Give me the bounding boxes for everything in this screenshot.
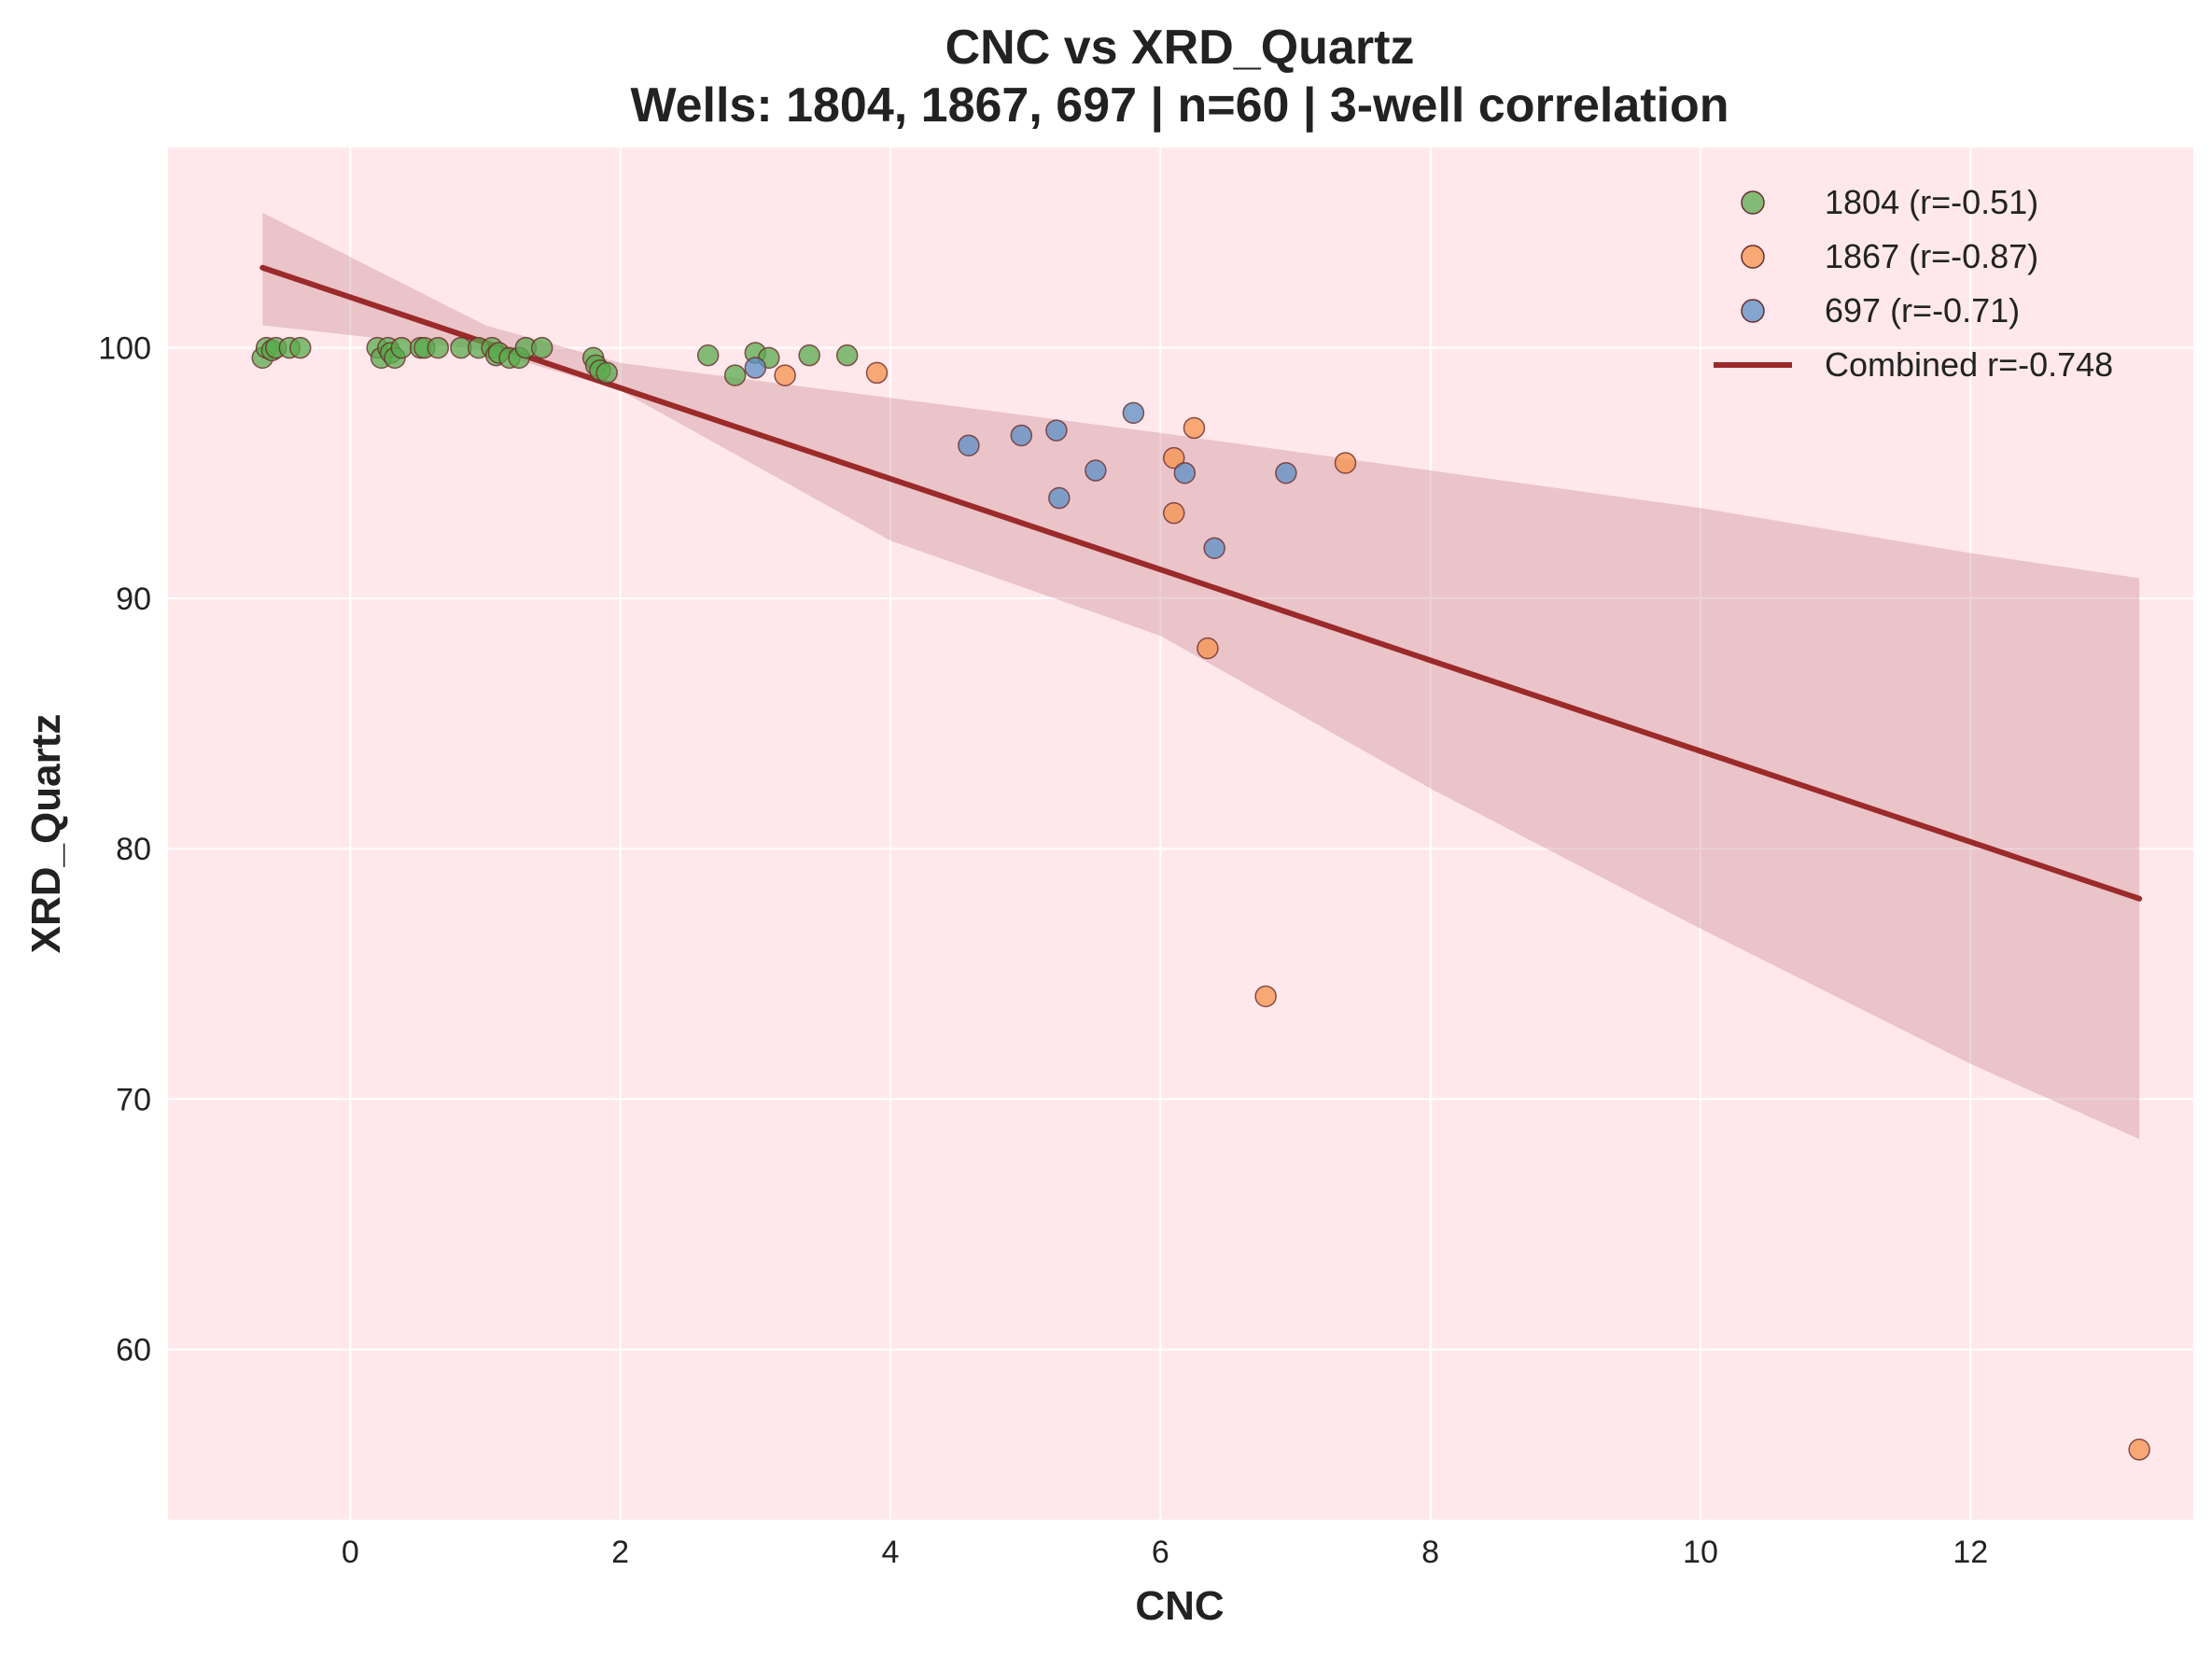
y-tick-label: 60 [116, 1333, 151, 1368]
y-tick-label: 90 [116, 582, 151, 617]
y-tick-label: 100 [98, 331, 151, 367]
series-3-points [744, 357, 1297, 559]
legend-label: 1804 (r=-0.51) [1825, 183, 2038, 221]
x-tick-label: 10 [1683, 1535, 1718, 1570]
data-point [1183, 416, 1206, 440]
regression-line [259, 264, 2143, 902]
data-point [1045, 419, 1068, 442]
data-points [251, 336, 2150, 1461]
x-axis-label: CNC [1135, 1583, 1224, 1629]
series-2-points [774, 361, 2150, 1461]
confidence-band [262, 212, 2140, 1140]
data-point [1173, 461, 1197, 484]
data-point [1163, 501, 1185, 525]
data-point [390, 336, 413, 359]
x-tick-label: 2 [611, 1535, 629, 1570]
legend-label: 1867 (r=-0.87) [1825, 237, 2038, 275]
data-point [1203, 537, 1225, 559]
series-1-points [251, 336, 859, 386]
data-point [1085, 459, 1107, 482]
grid [168, 147, 2193, 1520]
y-axis-label: XRD_Quartz [23, 714, 69, 954]
data-point [1010, 424, 1033, 447]
data-point [723, 364, 747, 386]
data-point [1048, 486, 1071, 510]
data-point [1275, 461, 1297, 484]
confidence-band-area [262, 212, 2140, 1140]
data-point [595, 361, 618, 385]
regression-line-group [259, 264, 2143, 902]
x-tick-label: 4 [882, 1535, 900, 1570]
legend-marker [1741, 190, 1765, 215]
data-point [427, 336, 450, 359]
legend-marker [1741, 299, 1765, 323]
legend: 1804 (r=-0.51) 1867 (r=-0.87) 697 (r=-0.71… [1714, 183, 2113, 384]
legend-label: 697 (r=-0.71) [1825, 291, 2020, 330]
data-point [798, 344, 820, 367]
x-axis-ticks: 0 2 4 6 8 10 12 [342, 1535, 1988, 1570]
data-point [696, 344, 720, 367]
y-tick-label: 70 [116, 1082, 151, 1117]
legend-marker [1741, 245, 1765, 269]
y-tick-label: 80 [116, 832, 151, 867]
x-tick-label: 6 [1152, 1535, 1169, 1570]
data-point [865, 361, 889, 385]
data-point [744, 357, 767, 379]
data-point [1334, 452, 1357, 474]
x-tick-label: 12 [1953, 1535, 1988, 1570]
data-point [774, 364, 796, 386]
legend-label: Combined r=-0.748 [1825, 345, 2113, 384]
data-point [958, 434, 980, 456]
x-tick-label: 0 [342, 1535, 359, 1570]
data-point [1254, 985, 1277, 1008]
plot-area [168, 147, 2193, 1520]
y-axis-ticks: 60 70 80 90 100 [98, 331, 151, 1368]
data-point [1197, 637, 1219, 660]
data-point [835, 344, 859, 367]
x-tick-label: 8 [1421, 1535, 1439, 1570]
data-point [2128, 1438, 2150, 1461]
chart-title: CNC vs XRD_Quartz [945, 21, 1415, 75]
chart-subtitle: Wells: 1804, 1867, 697 | n=60 | 3-well c… [630, 78, 1729, 133]
data-point [1122, 401, 1145, 425]
data-point [1163, 446, 1185, 470]
data-point [530, 336, 553, 359]
data-point [289, 336, 312, 359]
